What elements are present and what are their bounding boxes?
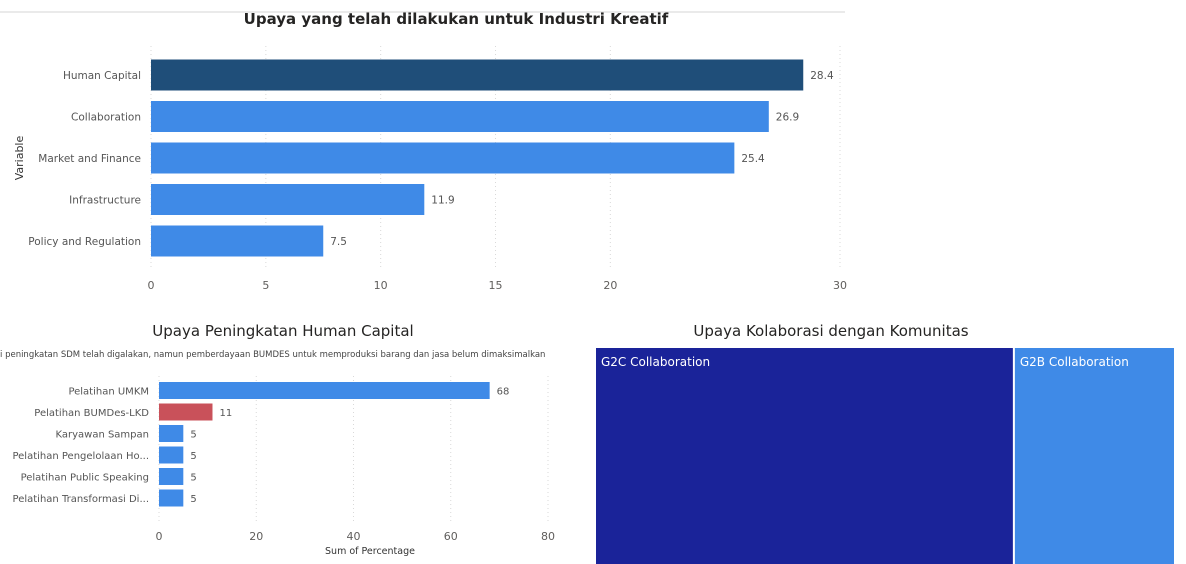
x-axis-label: Sum of Percentage	[325, 546, 415, 557]
chart-title: Upaya Kolaborasi dengan Komunitas	[693, 322, 969, 340]
data-label: 7.5	[330, 236, 347, 248]
bar	[151, 184, 425, 215]
chart-upaya-industri-kreatif: Upaya yang telah dilakukan untuk Industr…	[0, 0, 848, 305]
treemap-kolaborasi: Upaya Kolaborasi dengan Komunitas G2C Co…	[596, 318, 1176, 564]
bar	[159, 382, 490, 399]
data-label: 5	[190, 430, 196, 441]
x-tick-label: 20	[603, 279, 617, 292]
x-tick-label: 0	[156, 530, 163, 543]
y-category-label: Infrastructure	[69, 195, 141, 207]
x-tick-label: 30	[833, 279, 847, 292]
bar-chart-svg: 0 5 10 15 20 30 Human Capital 28.4 Collaboration…	[0, 11, 847, 292]
treemap-tile-label: G2C Collaboration	[601, 355, 710, 369]
data-label: 28.4	[810, 70, 834, 82]
treemap-tile-label: G2B Collaboration	[1020, 355, 1129, 369]
x-tick-label: 80	[541, 530, 555, 543]
y-category-label: Pelatihan Transformasi Di...	[13, 494, 149, 505]
data-label: 68	[497, 387, 510, 398]
x-tick-label: 5	[262, 279, 269, 292]
data-label: 11.9	[431, 195, 454, 207]
y-category-label: Pelatihan UMKM	[68, 387, 149, 398]
data-label: 5	[190, 473, 196, 484]
y-axis-label: Variable	[13, 136, 26, 181]
chart-title: Upaya yang telah dilakukan untuk Industr…	[243, 10, 669, 28]
data-label: 5	[190, 451, 196, 462]
bar	[151, 142, 735, 174]
chart-human-capital: Upaya Peningkatan Human Capital i pening…	[0, 318, 590, 564]
x-tick-label: 0	[148, 279, 155, 292]
x-tick-label: 40	[347, 530, 361, 543]
x-tick-label: 20	[249, 530, 263, 543]
bar-chart-svg: 0 20 40 60 80 Pelatihan UMKM 68 Pelatihan BUMDe…	[12, 376, 555, 557]
bar	[159, 468, 184, 485]
y-category-label: Human Capital	[63, 70, 141, 82]
chart-title: Upaya Peningkatan Human Capital	[152, 322, 414, 340]
x-tick-label: 15	[489, 279, 503, 292]
y-category-label: Pelatihan BUMDes-LKD	[34, 408, 149, 419]
bar	[159, 425, 184, 442]
treemap-tile	[596, 348, 1013, 564]
bar	[151, 59, 804, 91]
y-category-label: Pelatihan Public Speaking	[21, 473, 149, 484]
chart-subtitle: i peningkatan SDM telah digalakan, namun…	[0, 350, 546, 360]
y-category-label: Pelatihan Pengelolaan Ho...	[12, 451, 149, 462]
y-category-label: Collaboration	[71, 112, 141, 124]
y-category-label: Market and Finance	[38, 153, 141, 165]
data-label: 11	[219, 408, 232, 419]
bar	[159, 403, 213, 421]
data-label: 25.4	[741, 153, 765, 165]
bar	[151, 101, 769, 132]
x-tick-label: 60	[444, 530, 458, 543]
bar	[159, 489, 184, 507]
data-label: 5	[190, 494, 196, 505]
treemap-tile	[1014, 348, 1174, 564]
x-tick-label: 10	[374, 279, 388, 292]
y-category-label: Karyawan Sampan	[55, 430, 149, 441]
bar	[159, 446, 184, 464]
y-category-label: Policy and Regulation	[28, 236, 141, 248]
treemap-svg: G2C Collaboration72.22G2B Collaboration2…	[596, 348, 1174, 564]
data-label: 26.9	[776, 112, 799, 124]
bar	[151, 225, 324, 257]
